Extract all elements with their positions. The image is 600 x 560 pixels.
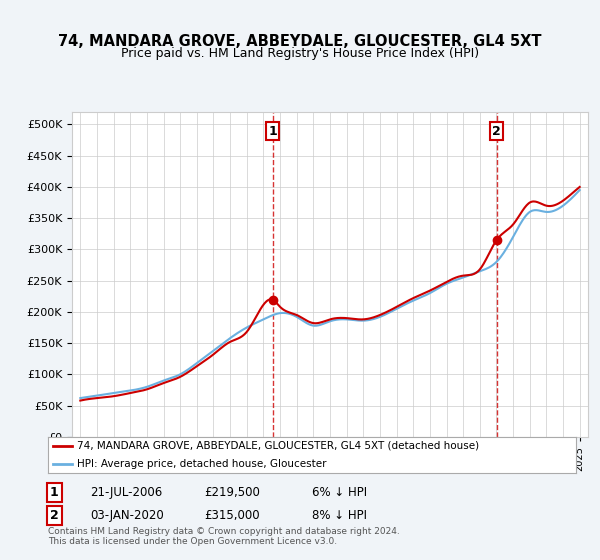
Text: 1: 1 [50, 486, 58, 500]
Text: 74, MANDARA GROVE, ABBEYDALE, GLOUCESTER, GL4 5XT (detached house): 74, MANDARA GROVE, ABBEYDALE, GLOUCESTER… [77, 441, 479, 451]
Text: 03-JAN-2020: 03-JAN-2020 [90, 508, 164, 522]
Text: 21-JUL-2006: 21-JUL-2006 [90, 486, 162, 500]
Text: HPI: Average price, detached house, Gloucester: HPI: Average price, detached house, Glou… [77, 459, 326, 469]
Text: 2: 2 [50, 508, 58, 522]
Text: 1: 1 [268, 125, 277, 138]
Text: 74, MANDARA GROVE, ABBEYDALE, GLOUCESTER, GL4 5XT: 74, MANDARA GROVE, ABBEYDALE, GLOUCESTER… [58, 35, 542, 49]
Text: Contains HM Land Registry data © Crown copyright and database right 2024.
This d: Contains HM Land Registry data © Crown c… [48, 526, 400, 546]
Text: £219,500: £219,500 [204, 486, 260, 500]
Text: 6% ↓ HPI: 6% ↓ HPI [312, 486, 367, 500]
Text: 8% ↓ HPI: 8% ↓ HPI [312, 508, 367, 522]
Text: Price paid vs. HM Land Registry's House Price Index (HPI): Price paid vs. HM Land Registry's House … [121, 46, 479, 60]
Text: £315,000: £315,000 [204, 508, 260, 522]
Text: 2: 2 [492, 125, 501, 138]
